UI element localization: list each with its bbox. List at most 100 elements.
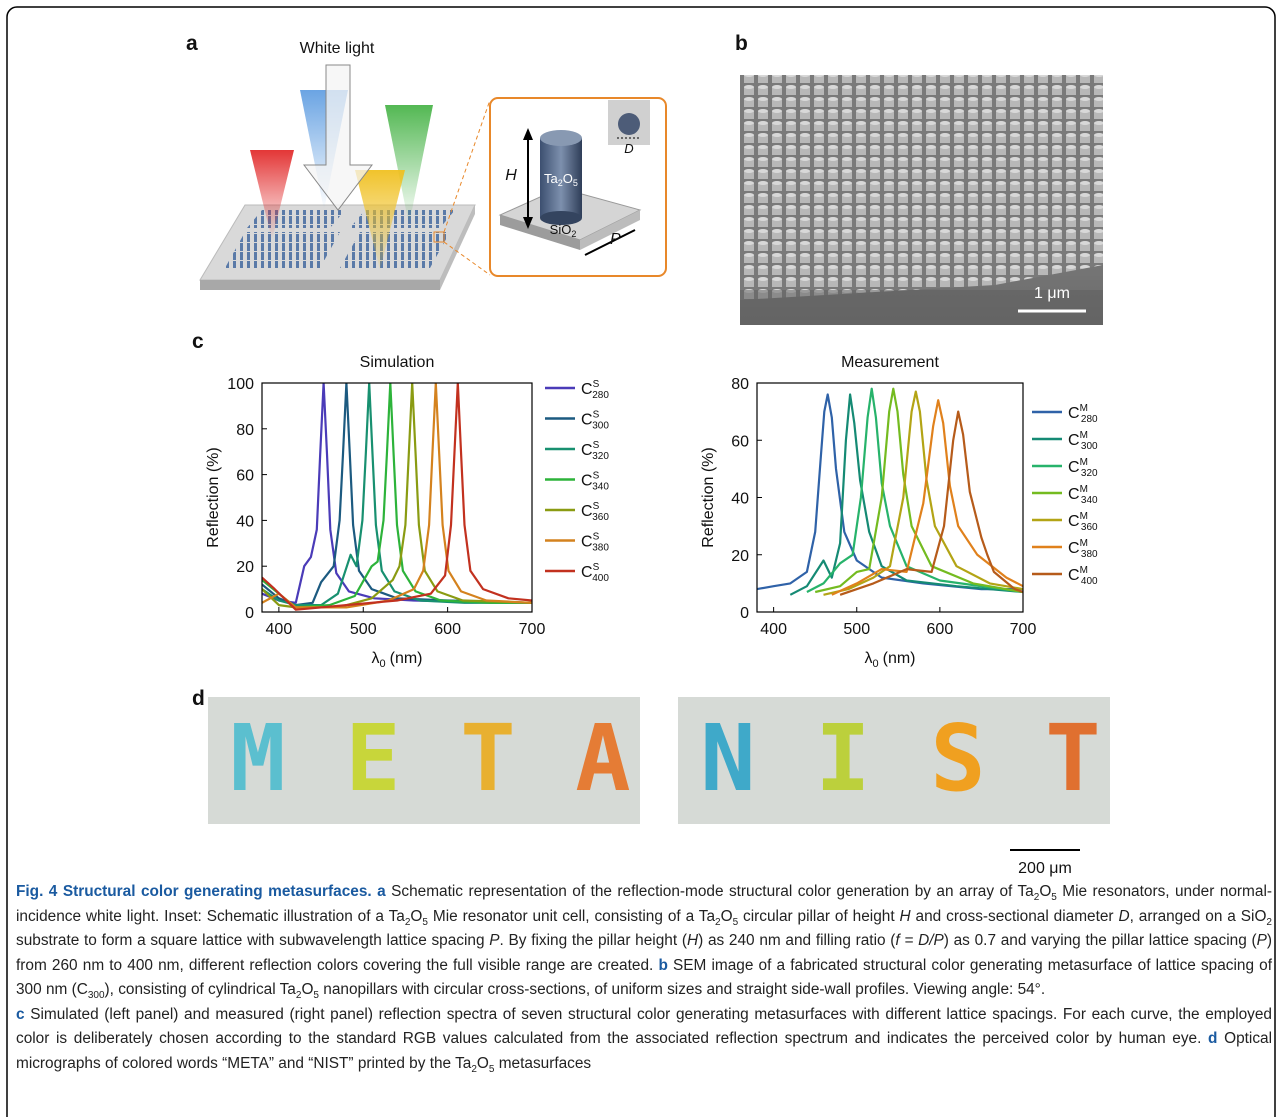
micro-letter: A: [575, 705, 630, 812]
x-tick-label: 400: [266, 621, 293, 638]
x-tick-label: 600: [927, 621, 954, 638]
legend-name: C: [581, 534, 593, 551]
caption-run: Simulated (left panel) and measured (rig…: [16, 1006, 1272, 1048]
legend-name: C: [581, 473, 593, 490]
legend-sub: 340: [1081, 495, 1098, 506]
caption-run: f = D/P: [895, 932, 943, 949]
caption-run: and cross-sectional diameter: [911, 908, 1119, 925]
legend-sub: 300: [1081, 441, 1098, 452]
legend-sub: 300: [592, 421, 609, 432]
y-tick-label: 20: [731, 548, 749, 565]
legend-sup: M: [1080, 511, 1088, 522]
legend-sub: 280: [592, 390, 609, 401]
y-tick-label: 40: [731, 491, 749, 508]
schematic: [200, 65, 666, 290]
caption-run: O: [301, 981, 313, 998]
caption-run: ) as 240 nm and filling ratio (: [698, 932, 895, 949]
y-axis-label: Reflection (%): [700, 447, 717, 547]
legend-name: C: [1068, 513, 1080, 530]
caption-run: nanopillars with circular cross-sections…: [319, 981, 1045, 998]
micro-letter: T: [1045, 705, 1100, 812]
legend-sup: S: [593, 562, 600, 573]
caption-run: a: [377, 883, 386, 900]
legend-sup: S: [593, 532, 600, 543]
height-label: H: [505, 167, 517, 184]
y-tick-label: 100: [227, 376, 254, 393]
y-tick-label: 80: [731, 376, 749, 393]
caption-run: 300: [88, 990, 105, 1001]
micro-letter: T: [460, 705, 515, 812]
legend-sup: M: [1080, 565, 1088, 576]
legend-sub: 380: [1081, 549, 1098, 560]
scale-label: 200 μm: [1018, 860, 1072, 877]
panel-label: a: [186, 32, 198, 55]
chart-title: Measurement: [841, 354, 939, 371]
legend-name: C: [581, 381, 593, 398]
legend-name: C: [1068, 405, 1080, 422]
x-axis-label: λ0(nm): [371, 650, 422, 670]
legend-sub: 320: [592, 451, 609, 462]
micro-letter: I: [815, 705, 870, 812]
legend-sub: 340: [592, 482, 609, 493]
caption-run: ) as 0.7 and varying the pillar lattice …: [944, 932, 1257, 949]
panel-label: c: [192, 330, 204, 353]
diameter-label: D: [624, 141, 633, 156]
x-tick-label: 500: [843, 621, 870, 638]
legend-sup: S: [593, 440, 600, 451]
caption-run: Schematic representation of the reflecti…: [386, 883, 1034, 900]
legend-sub: 360: [592, 512, 609, 523]
light-label: White light: [300, 40, 375, 57]
y-tick-label: 0: [245, 605, 254, 622]
y-tick-label: 40: [236, 513, 254, 530]
caption: Fig. 4 Structural color generating metas…: [16, 880, 1272, 1076]
caption-run: H: [900, 908, 911, 925]
legend-label: CM340: [1068, 484, 1098, 506]
caption-run: Fig. 4 Structural color generating metas…: [16, 883, 372, 900]
legend-sub: 280: [1081, 414, 1098, 425]
micro-letter: N: [700, 705, 755, 812]
sem-pillars: [740, 75, 1103, 300]
y-tick-label: 80: [236, 422, 254, 439]
y-tick-label: 0: [740, 605, 749, 622]
y-tick-label: 60: [236, 468, 254, 485]
x-tick-label: 700: [519, 621, 546, 638]
x-tick-label: 600: [434, 621, 461, 638]
label-part: λ: [864, 650, 872, 667]
micro-letter: E: [345, 705, 400, 812]
legend-name: C: [1068, 540, 1080, 557]
legend-name: C: [581, 442, 593, 459]
scale-label: 1 μm: [1034, 285, 1070, 302]
micro-letter: S: [930, 705, 985, 812]
legend-sup: M: [1080, 538, 1088, 549]
legend-name: C: [1068, 486, 1080, 503]
legend-name: C: [581, 564, 593, 581]
legend-sup: S: [593, 501, 600, 512]
caption-run: 2: [1266, 917, 1272, 928]
x-tick-label: 400: [760, 621, 787, 638]
text-part: Ta: [544, 171, 559, 186]
y-axis-label: Reflection (%): [205, 447, 222, 547]
legend-sup: M: [1080, 403, 1088, 414]
caption-run: , arranged on a SiO: [1130, 908, 1267, 925]
panel-label: b: [735, 32, 748, 55]
panel-label: d: [192, 687, 205, 710]
caption-run: substrate to form a square lattice with …: [16, 932, 489, 949]
legend-label: CM360: [1068, 511, 1098, 533]
label-sub: 0: [379, 658, 385, 670]
text-sub: 5: [573, 178, 578, 188]
caption-run: b: [658, 957, 667, 974]
caption-run: O: [477, 1055, 489, 1072]
legend-sub: 400: [592, 573, 609, 584]
chart-title: Simulation: [360, 354, 435, 371]
micro-letter: M: [230, 705, 285, 812]
text-sub: 2: [571, 229, 576, 239]
legend-name: C: [1068, 432, 1080, 449]
